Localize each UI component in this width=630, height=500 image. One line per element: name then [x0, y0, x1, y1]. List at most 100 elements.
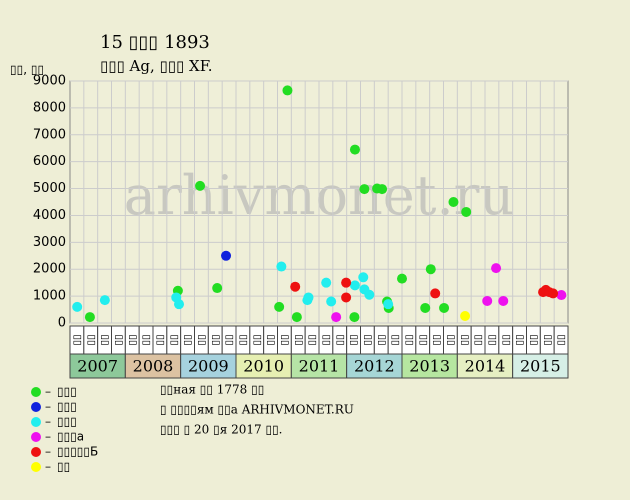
point: [341, 292, 352, 303]
quarter-label: ▯▯: [515, 334, 526, 345]
y-tick-label: 8000: [33, 100, 66, 115]
quarter-label: ▯▯: [528, 334, 539, 345]
quarter-label: ▯▯: [155, 334, 166, 345]
point: [341, 277, 352, 288]
y-tick-label: 2000: [33, 262, 66, 277]
legend-marker: [31, 387, 41, 397]
legend-marker: [31, 462, 41, 472]
legend-marker: [31, 402, 41, 412]
x-tick-label: 2014: [465, 357, 506, 376]
point: [291, 312, 302, 323]
quarter-label: ▯▯: [418, 334, 429, 345]
quarter-label: ▯▯: [432, 334, 443, 345]
point: [358, 272, 369, 283]
legend-label: ▯▯▯: [57, 385, 77, 399]
quarter-label: ▯▯: [252, 334, 263, 345]
quarter-label: ▯▯: [404, 334, 415, 345]
legend-dash: –: [45, 430, 51, 444]
point: [460, 311, 471, 322]
point: [331, 312, 342, 323]
quarter-label: ▯▯: [196, 334, 207, 345]
quarter-label: ▯▯: [100, 334, 111, 345]
year-band: [346, 353, 403, 379]
point: [364, 289, 375, 300]
point: [326, 296, 337, 307]
note: ▯▯▯ ▯ 20 ▯я 2017 ▯▯.: [160, 423, 283, 437]
quarter-label: ▯▯: [321, 334, 332, 345]
quarter-label: ▯▯: [307, 334, 318, 345]
quarter-label: ▯▯: [501, 334, 512, 345]
chart-title: 15 ▯▯▯ 1893: [100, 32, 210, 53]
legend-dash: –: [45, 385, 51, 399]
point: [448, 197, 459, 207]
point: [349, 280, 360, 291]
quarter-label: ▯▯: [473, 334, 484, 345]
year-band: [69, 353, 126, 379]
legend-dash: –: [45, 400, 51, 414]
legend-dash: –: [45, 445, 51, 459]
y-tick-label: 7000: [33, 127, 66, 142]
point: [439, 302, 450, 313]
y-tick-label: 4000: [33, 208, 66, 223]
quarter-label: ▯▯: [72, 334, 83, 345]
quarter-label: ▯▯: [169, 334, 180, 345]
point: [99, 295, 110, 306]
year-band: [401, 353, 458, 379]
point: [556, 290, 567, 301]
note: ▯ ▯▯▯▯ям ▯▯а ARHIVMONET.RU: [160, 403, 354, 417]
quarter-label: ▯▯: [210, 334, 221, 345]
legend-label: ▯▯▯: [57, 415, 77, 429]
quarter-label: ▯▯: [390, 334, 401, 345]
quarter-label: ▯▯: [238, 334, 249, 345]
quarter-label: ▯▯: [141, 334, 152, 345]
point: [321, 277, 332, 288]
y-tick-label: 9000: [33, 74, 66, 89]
point: [482, 295, 493, 306]
quarter-label: ▯▯: [266, 334, 277, 345]
y-tick-label: 5000: [33, 181, 66, 196]
year-band: [124, 353, 182, 379]
legend-dash: –: [45, 415, 51, 429]
legend-label: ▯▯▯: [57, 400, 77, 414]
quarter-label: ▯▯: [127, 334, 138, 345]
point: [498, 295, 509, 306]
quarter-label: ▯▯: [183, 334, 194, 345]
point: [212, 283, 223, 294]
y-tick-label: 1000: [33, 289, 66, 304]
point: [397, 273, 407, 284]
quarter-label: ▯▯: [86, 334, 97, 345]
quarter-label: ▯▯: [113, 334, 124, 345]
legend-dash: –: [45, 460, 51, 474]
y-tick-label: 6000: [33, 154, 66, 169]
quarter-label: ▯▯: [376, 334, 387, 345]
x-tick-label: 2012: [354, 357, 395, 376]
legend-label: ▯▯▯а: [57, 430, 84, 444]
quarter-label: ▯▯: [335, 334, 346, 345]
point: [303, 292, 314, 303]
point: [276, 261, 287, 272]
legend-marker: [31, 417, 41, 427]
quarter-label: ▯▯: [556, 334, 567, 345]
quarter-label: ▯▯: [445, 334, 456, 345]
legend-label: ▯▯▯▯▯Б: [57, 445, 98, 459]
quarter-label: ▯▯: [293, 334, 304, 345]
point: [359, 184, 370, 195]
x-tick-label: 2013: [409, 357, 450, 376]
year-band: [512, 353, 569, 379]
point: [548, 288, 559, 299]
point: [72, 301, 83, 312]
point: [290, 281, 301, 292]
point: [377, 184, 388, 195]
year-band: [235, 353, 292, 379]
x-tick-label: 2009: [188, 357, 229, 376]
point: [84, 312, 95, 323]
legend-label: ▯▯: [57, 460, 70, 474]
point: [461, 206, 472, 217]
quarter-label: ▯▯: [542, 334, 553, 345]
point: [425, 264, 436, 275]
legend-marker: [31, 447, 41, 457]
point: [195, 180, 206, 191]
point: [282, 85, 293, 96]
chart-subtitle: ▯▯▯ Ag, ▯▯▯ XF.: [100, 57, 213, 75]
point: [420, 302, 431, 313]
